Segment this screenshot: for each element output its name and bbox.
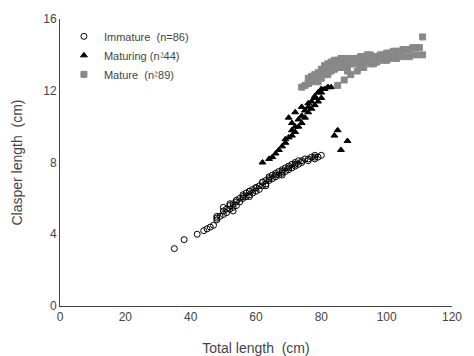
svg-text:40: 40 [184, 310, 198, 324]
svg-text:Maturing (n⁲44): Maturing (n⁲44) [104, 50, 180, 62]
svg-text:Mature (n⁲89): Mature (n⁲89) [104, 69, 174, 81]
svg-text:0: 0 [50, 299, 57, 313]
svg-text:12: 12 [43, 84, 57, 98]
svg-text:Immature (n=86): Immature (n=86) [104, 31, 189, 43]
svg-text:80: 80 [315, 310, 329, 324]
svg-text:4: 4 [50, 227, 57, 241]
svg-text:60: 60 [249, 310, 263, 324]
svg-text:20: 20 [119, 310, 133, 324]
svg-text:0: 0 [57, 310, 64, 324]
svg-text:100: 100 [377, 310, 397, 324]
svg-text:120: 120 [442, 310, 462, 324]
svg-text:Clasper length (cm): Clasper length (cm) [9, 99, 25, 225]
svg-text:16: 16 [43, 12, 57, 26]
svg-text:Total length (cm): Total length (cm) [202, 340, 309, 356]
svg-text:8: 8 [50, 156, 57, 170]
